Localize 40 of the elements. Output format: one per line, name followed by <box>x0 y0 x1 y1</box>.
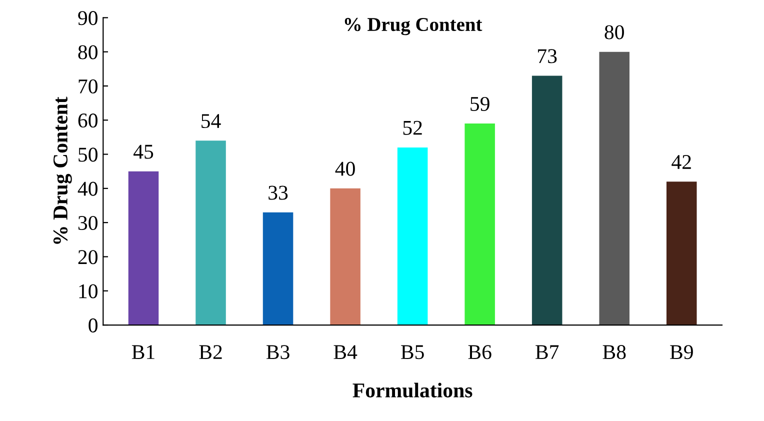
chart-title: % Drug Content <box>344 18 482 36</box>
x-tick-label: B8 <box>602 345 626 360</box>
data-label: 33 <box>268 186 288 200</box>
data-label: 40 <box>335 162 355 176</box>
bar <box>196 140 226 326</box>
y-tick-label: 10 <box>79 284 98 298</box>
bar <box>128 171 159 326</box>
bar <box>666 182 697 326</box>
y-tick-label: 50 <box>78 148 98 162</box>
y-tick-label: 0 <box>88 318 98 332</box>
data-label: 54 <box>202 114 221 128</box>
data-label: 73 <box>538 49 557 64</box>
x-tick-label: B6 <box>468 345 492 360</box>
data-label: 52 <box>403 120 422 135</box>
data-label: 45 <box>133 144 154 159</box>
bar <box>397 147 428 326</box>
bar <box>262 212 294 326</box>
y-axis-title: % Drug Content <box>53 96 72 244</box>
y-tick-label: 60 <box>78 114 98 128</box>
x-tick-label: B3 <box>266 345 290 360</box>
x-tick-label: B2 <box>199 345 222 359</box>
data-label: 80 <box>604 25 624 40</box>
y-tick-label: 80 <box>78 45 98 60</box>
y-tick-label: 70 <box>78 79 98 94</box>
data-label: 59 <box>470 96 490 111</box>
data-label: 42 <box>672 155 691 169</box>
x-axis-title: Formulations <box>352 382 472 398</box>
x-tick-label: B1 <box>132 345 154 359</box>
y-tick-label: 30 <box>78 216 98 230</box>
x-tick-label: B4 <box>334 345 358 359</box>
y-tick-label: 40 <box>78 182 98 196</box>
bar <box>464 124 495 326</box>
bar <box>532 76 562 326</box>
bar <box>599 52 630 326</box>
x-tick-label: B5 <box>401 345 424 360</box>
x-tick-label: B7 <box>536 345 559 359</box>
x-tick-label: B9 <box>670 345 693 360</box>
y-tick-label: 20 <box>78 250 98 264</box>
y-tick-label: 90 <box>78 11 98 26</box>
bar <box>330 188 360 326</box>
